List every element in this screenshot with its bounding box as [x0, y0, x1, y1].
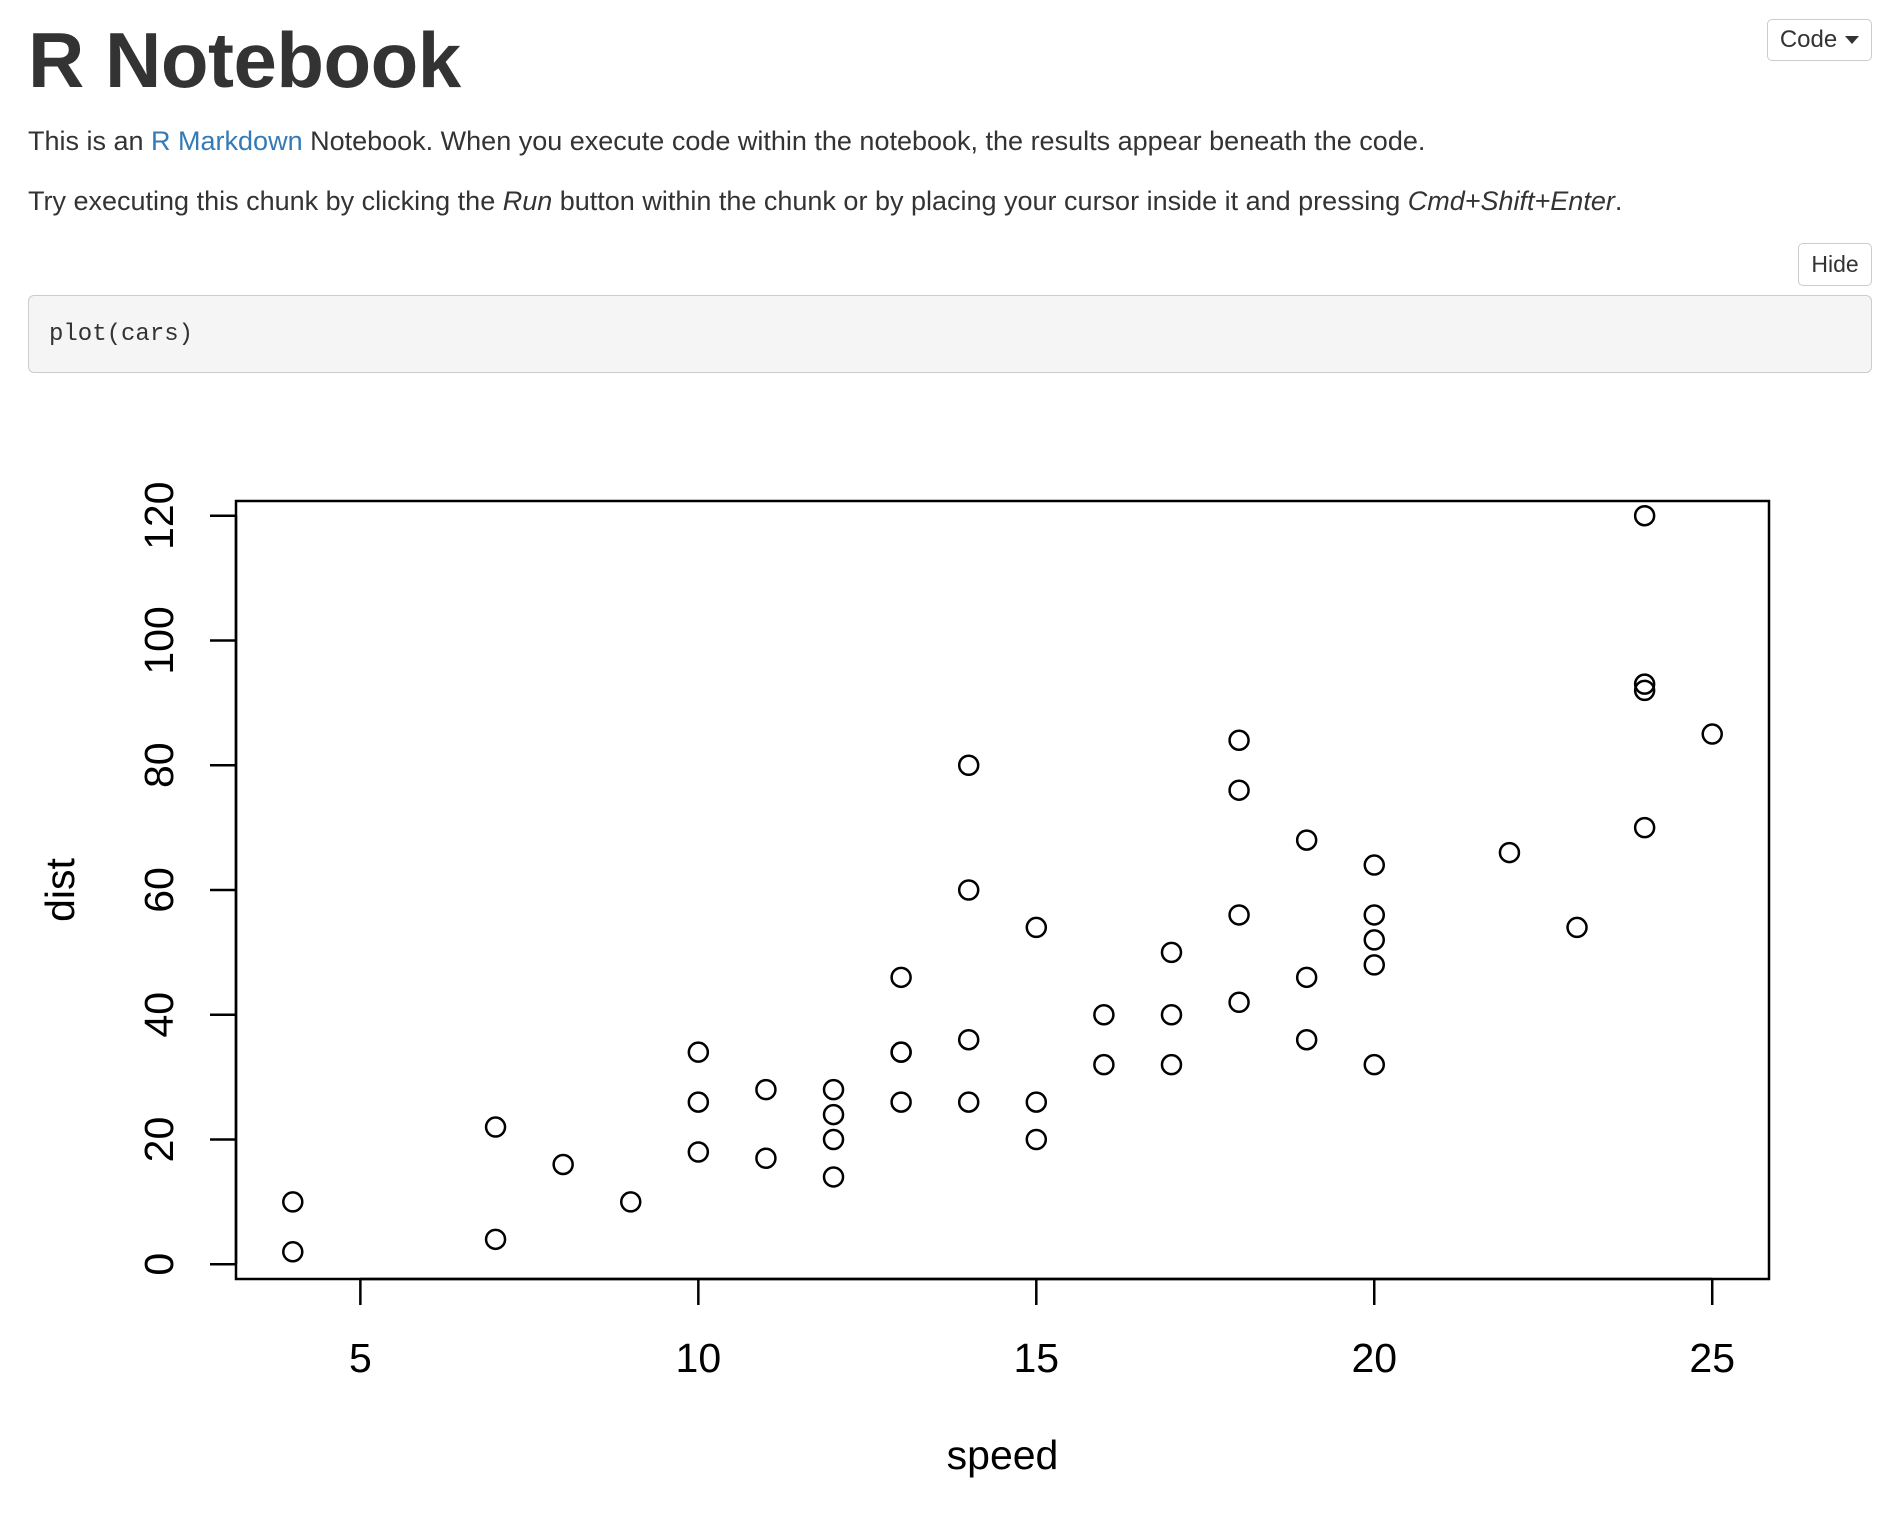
- caret-down-icon: [1845, 36, 1860, 44]
- data-point: [484, 1116, 507, 1138]
- data-point: [890, 966, 912, 989]
- data-point: [822, 1078, 845, 1101]
- x-tick-label: 20: [1351, 1335, 1397, 1381]
- data-point: [1025, 1091, 1048, 1113]
- data-point: [1701, 723, 1723, 745]
- data-point: [1363, 1053, 1386, 1076]
- code-text: plot(cars): [49, 320, 194, 348]
- instructions-text-1: Try executing this chunk by clicking the: [28, 186, 503, 216]
- y-tick-label: 40: [136, 992, 182, 1038]
- data-point: [687, 1141, 710, 1163]
- instructions-text-2: button within the chunk or by placing yo…: [552, 186, 1408, 216]
- instructions-text-3: .: [1614, 186, 1623, 216]
- data-point: [1295, 829, 1318, 851]
- y-tick-label: 60: [136, 867, 182, 913]
- data-point: [1633, 816, 1656, 839]
- x-tick-label: 15: [1013, 1335, 1059, 1381]
- y-tick-label: 0: [136, 1253, 182, 1276]
- data-point: [1633, 504, 1656, 527]
- run-emphasis: Run: [502, 186, 553, 216]
- data-point: [1228, 729, 1250, 752]
- data-point: [1363, 854, 1386, 876]
- data-point: [1498, 841, 1521, 864]
- y-tick-label: 20: [136, 1117, 182, 1163]
- data-point: [1025, 916, 1048, 939]
- data-point: [957, 879, 980, 901]
- x-tick-label: 10: [676, 1335, 722, 1381]
- intro-text-end: Notebook. When you execute code within t…: [302, 126, 1426, 156]
- data-point: [1093, 1004, 1115, 1026]
- x-axis-label: speed: [947, 1432, 1059, 1478]
- data-point: [687, 1041, 710, 1063]
- intro-paragraph: This is an R Markdown Notebook. When you…: [28, 125, 1425, 157]
- instructions-paragraph: Try executing this chunk by clicking the…: [28, 185, 1622, 217]
- data-point: [619, 1191, 642, 1213]
- data-point: [1363, 904, 1386, 926]
- y-tick-label: 80: [136, 742, 182, 788]
- data-point: [890, 1091, 912, 1113]
- data-point: [1633, 673, 1656, 695]
- data-point: [282, 1191, 304, 1213]
- data-point: [484, 1228, 507, 1251]
- data-point: [957, 754, 980, 776]
- y-tick-label: 120: [136, 482, 182, 550]
- data-point: [822, 1166, 845, 1188]
- data-point: [1160, 1053, 1183, 1076]
- data-point: [552, 1153, 574, 1176]
- x-tick-label: 5: [349, 1335, 372, 1381]
- data-point: [1228, 991, 1250, 1014]
- page-title: R Notebook: [28, 16, 461, 104]
- data-point: [755, 1078, 777, 1101]
- data-point: [1093, 1053, 1115, 1076]
- data-point: [957, 1028, 980, 1051]
- data-point: [687, 1091, 710, 1113]
- intro-text-start: This is an: [28, 126, 152, 156]
- data-point: [755, 1147, 777, 1169]
- data-point: [1160, 1004, 1183, 1026]
- data-point: [1566, 916, 1588, 939]
- data-point: [1228, 904, 1250, 926]
- data-point: [957, 1091, 980, 1113]
- y-tick-label: 100: [136, 606, 182, 674]
- r-markdown-link[interactable]: R Markdown: [151, 126, 303, 156]
- data-point: [1295, 1028, 1318, 1051]
- data-point: [1160, 941, 1183, 964]
- data-point: [822, 1103, 845, 1126]
- data-point: [1025, 1128, 1048, 1151]
- data-point: [282, 1241, 304, 1263]
- hide-code-button[interactable]: Hide: [1798, 243, 1872, 286]
- data-point: [1295, 966, 1318, 989]
- shortcut-emphasis: Cmd+Shift+Enter: [1407, 186, 1615, 216]
- code-menu-label: Code: [1779, 26, 1838, 53]
- code-chunk[interactable]: plot(cars): [28, 295, 1872, 373]
- data-point: [890, 1041, 912, 1063]
- y-axis-label: dist: [37, 857, 83, 921]
- data-point: [822, 1128, 845, 1151]
- plot-frame: [234, 499, 1771, 1281]
- code-menu-button[interactable]: Code: [1767, 19, 1872, 61]
- data-point: [1363, 954, 1386, 976]
- data-point: [1228, 779, 1250, 801]
- data-point: [1363, 929, 1386, 951]
- x-tick-label: 25: [1689, 1335, 1735, 1381]
- data-point: [1633, 679, 1656, 702]
